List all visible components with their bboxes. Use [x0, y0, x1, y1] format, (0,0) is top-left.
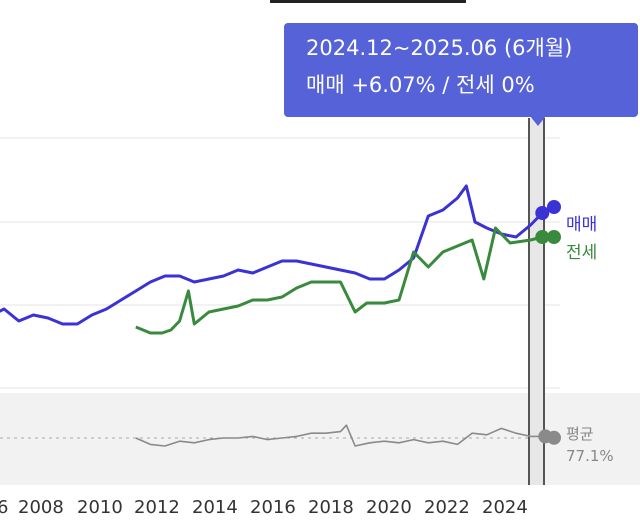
period-tooltip: 2024.12~2025.06 (6개월) 매매 +6.07% / 전세 0%	[284, 23, 638, 117]
tooltip-arrow	[530, 116, 546, 126]
x-tick-label: 2016	[250, 497, 296, 518]
x-tick-label: 2018	[308, 497, 354, 518]
series-sale-line	[0, 184, 555, 326]
series-avg-line	[135, 424, 555, 447]
legend-jeonse: 전세	[566, 243, 598, 263]
x-tick-label: 2012	[134, 497, 180, 518]
legend-avg: 평균	[566, 425, 594, 443]
series-sale-end-point	[535, 206, 550, 220]
series-avg-end-point	[547, 430, 561, 445]
highlight-period-band	[529, 118, 544, 485]
legend-sale: 매매	[566, 215, 598, 235]
x-tick-label: 2024	[482, 497, 528, 518]
tooltip-period: 2024.12~2025.06 (6개월)	[306, 36, 573, 60]
x-tick-label: 2014	[192, 497, 238, 518]
tooltip-values: 매매 +6.07% / 전세 0%	[306, 73, 535, 97]
x-tick-label: 2008	[18, 497, 64, 518]
x-tick-label: 2010	[77, 497, 123, 518]
series-layer	[0, 184, 561, 447]
x-tick-label: 2022	[424, 497, 470, 518]
series-sale-end-point	[547, 200, 561, 214]
series-jeonse-end-point	[547, 230, 561, 244]
selected-tab-indicator	[270, 0, 466, 3]
x-tick-label: 6	[0, 497, 9, 518]
legend-avg-value: 77.1%	[566, 447, 614, 465]
series-jeonse-line	[135, 226, 554, 335]
x-tick-label: 2020	[366, 497, 412, 518]
series-jeonse-end-point	[535, 230, 550, 244]
